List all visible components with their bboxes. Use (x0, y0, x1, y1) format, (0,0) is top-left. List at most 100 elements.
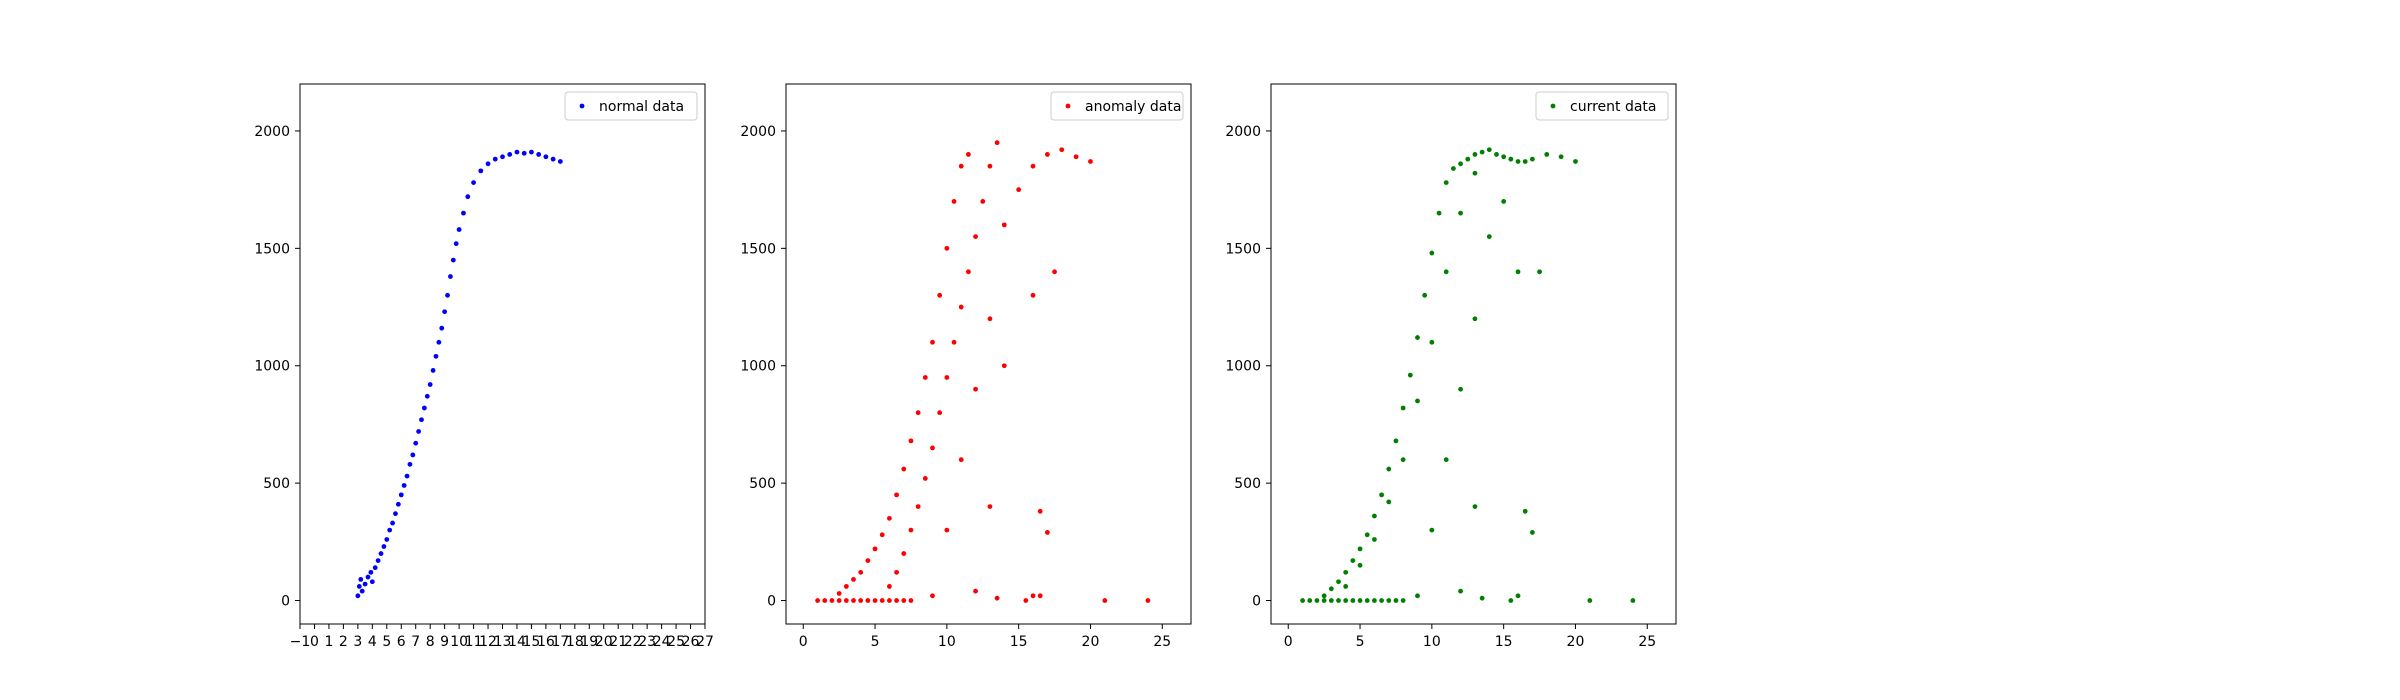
data-point (1030, 593, 1036, 599)
data-point (922, 476, 928, 481)
data-point (930, 445, 935, 451)
data-point (1407, 372, 1413, 378)
data-point (557, 159, 563, 164)
data-point (1336, 598, 1341, 603)
data-point (465, 194, 471, 200)
data-point (1386, 499, 1392, 505)
data-point (908, 598, 914, 603)
plot-area-frame (785, 83, 1192, 625)
x-tick-label: 20 (1567, 634, 1585, 650)
data-point (1030, 292, 1036, 298)
data-point (372, 565, 378, 571)
data-point (1479, 149, 1485, 155)
x-tick-label: 15 (1010, 634, 1028, 650)
data-point (872, 546, 878, 552)
data-point (1515, 593, 1521, 599)
x-tick-label: 18 (566, 634, 584, 650)
data-point (1321, 598, 1327, 603)
data-point (1515, 269, 1521, 275)
data-point (1037, 593, 1043, 599)
data-point (894, 492, 899, 498)
x-tick-label: 13 (494, 634, 512, 650)
data-point (368, 569, 374, 575)
data-point (365, 574, 371, 580)
data-point (1145, 598, 1151, 603)
legend: normal data (564, 91, 698, 121)
data-point (410, 452, 416, 458)
data-point (1450, 166, 1456, 171)
data-point (453, 241, 459, 247)
data-point (922, 375, 928, 380)
data-point (901, 466, 907, 472)
data-point (937, 410, 943, 416)
legend-box (1050, 91, 1184, 121)
legend: current data (1535, 91, 1669, 121)
x-tick-label: 15 (1495, 634, 1513, 650)
data-point (393, 511, 398, 517)
data-point (887, 515, 892, 521)
data-point (1429, 527, 1435, 533)
data-point (1400, 457, 1406, 463)
data-point (1343, 584, 1349, 589)
data-point (1073, 154, 1079, 160)
data-point (951, 339, 957, 345)
x-tick-label: 26 (682, 634, 700, 650)
data-point (1458, 210, 1463, 216)
data-point (1044, 152, 1050, 157)
data-point (1052, 269, 1057, 275)
anomaly-data-scatter-panel: 0 5 10 15 20 25 0 500 1000 1500 2000 anomaly data (740, 83, 1192, 650)
data-point (1443, 180, 1449, 186)
data-point (994, 140, 1000, 146)
data-point (1465, 156, 1471, 162)
data-point (355, 593, 361, 599)
data-point (442, 309, 448, 315)
x-tick-label: 24 (653, 634, 671, 650)
data-point (901, 598, 907, 603)
data-point (471, 180, 476, 186)
data-point (378, 551, 384, 556)
data-point (375, 558, 381, 564)
data-point (456, 227, 462, 232)
data-point (908, 438, 914, 444)
data-point (1314, 598, 1320, 603)
plot-area-frame (299, 83, 706, 625)
y-tick-label: 500 (263, 476, 290, 492)
data-point (894, 598, 899, 603)
data-point (1479, 595, 1485, 601)
data-point (958, 457, 964, 463)
data-point (404, 473, 410, 479)
data-point (973, 234, 978, 240)
data-point (1458, 588, 1463, 594)
data-point (1307, 598, 1313, 603)
data-point (822, 598, 828, 603)
data-point (815, 598, 820, 603)
data-point (1472, 152, 1478, 157)
x-tick-label: 16 (537, 634, 555, 650)
legend-label: current data (1570, 99, 1657, 115)
data-point (430, 368, 436, 373)
data-point (381, 544, 387, 549)
y-tick-label: 1000 (740, 359, 776, 375)
data-point (427, 382, 433, 387)
y-tick-label: 500 (749, 476, 776, 492)
x-tick-label: 23 (638, 634, 656, 650)
data-point (965, 152, 971, 157)
data-point (908, 527, 914, 533)
data-point (1336, 579, 1341, 585)
legend-box (564, 91, 698, 121)
data-point (424, 393, 430, 399)
data-point (1415, 593, 1420, 599)
data-point (543, 154, 549, 160)
data-point (1458, 161, 1463, 167)
y-tick-label: 1000 (254, 359, 290, 375)
data-point (1429, 339, 1435, 345)
data-point (851, 598, 856, 603)
x-tick-label: 1 (324, 634, 333, 650)
data-point (836, 591, 842, 596)
x-tick-label: 20 (1082, 634, 1100, 650)
y-tick-label: 0 (767, 594, 776, 610)
data-point (915, 504, 921, 510)
x-tick-label: 10 (1423, 634, 1441, 650)
data-point (1023, 598, 1029, 603)
data-point (1537, 269, 1542, 275)
